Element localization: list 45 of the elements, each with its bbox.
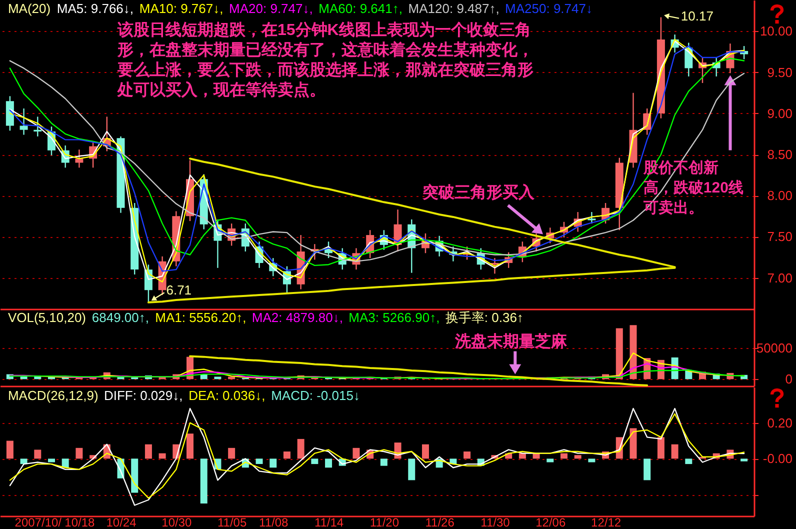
y-tick-label: 7.50 (767, 229, 792, 244)
text: MA10: 9.767↓, (139, 1, 224, 16)
text: MA2: 4879.80↓, (252, 310, 343, 325)
text: MACD: -0.015↓ (271, 388, 360, 403)
x-tick-label: 11/26 (425, 516, 455, 529)
text: MA120: 9.487↑, (408, 1, 500, 16)
x-tick-label: 12/12 (591, 516, 622, 529)
y-tick-label: 8.00 (767, 188, 792, 204)
x-tick-label: 11/05 (217, 516, 247, 529)
annotation: 换手率: 0.36↑ (445, 310, 524, 325)
chart-title: MACD(26,12,9) (8, 388, 98, 403)
y-tick-label: 9.00 (767, 106, 792, 121)
annotation: 10.17 (680, 8, 714, 24)
x-tick-label: 11/20 (370, 516, 400, 529)
y-tick-label: 8.50 (767, 147, 792, 162)
y-tick-label: 0.20 (767, 415, 792, 430)
x-tick-label: 11/08 (259, 516, 289, 529)
x-tick-label: 10/30 (162, 516, 192, 529)
annotation: 6.71 (166, 282, 192, 298)
y-tick-label: -0.00 (762, 451, 792, 466)
annotation: 突破三角形买入 (422, 183, 536, 202)
x-tick-label: 12/06 (536, 516, 566, 529)
legend-label: MA20: 9.747↓, (229, 1, 313, 16)
text: MA250: 9.747↓ (505, 1, 592, 16)
y-tick-label: 0 (785, 372, 792, 387)
x-tick-label: 11/30 (480, 516, 510, 529)
series-label: DEA: 0.036↓, (188, 388, 266, 403)
y-tick-label: 10.00 (760, 24, 792, 39)
y-tick-label: 9.50 (767, 64, 792, 80)
text: MA5: 9.766↓, (56, 1, 134, 16)
series-label: DIFF: 0.029↓, (104, 388, 183, 403)
y-tick-label: 7.00 (767, 270, 792, 286)
chart-title: MA(20) (8, 1, 51, 16)
text: MA60: 9.641↑, (318, 1, 402, 16)
text: MA3: 5266.90↑, (348, 310, 440, 325)
text: 6849.00↑, (92, 310, 149, 325)
text: MA1: 5556.20↑, (155, 310, 246, 325)
annotation: 该股日线短期超跌，在15分钟K线图上表现为一个收敛三角形，在盘整末期量已经没有了，这意味着会发生某种变化，要么上涨，要么下跌，而该股选择上涨，那就在突破三角形处可以买入，现在等待卖点。 (116, 20, 534, 99)
x-tick-label: 11/14 (314, 516, 344, 529)
x-tick-label: 2007/10/ (14, 516, 62, 529)
annotation: 洗盘末期量芝麻 (454, 332, 568, 350)
chart-title: VOL(5,10,20) (8, 310, 86, 325)
y-tick-label: 50000 (756, 340, 792, 356)
x-tick-label: 10/24 (106, 516, 137, 529)
x-tick-label: 10/18 (64, 516, 96, 529)
